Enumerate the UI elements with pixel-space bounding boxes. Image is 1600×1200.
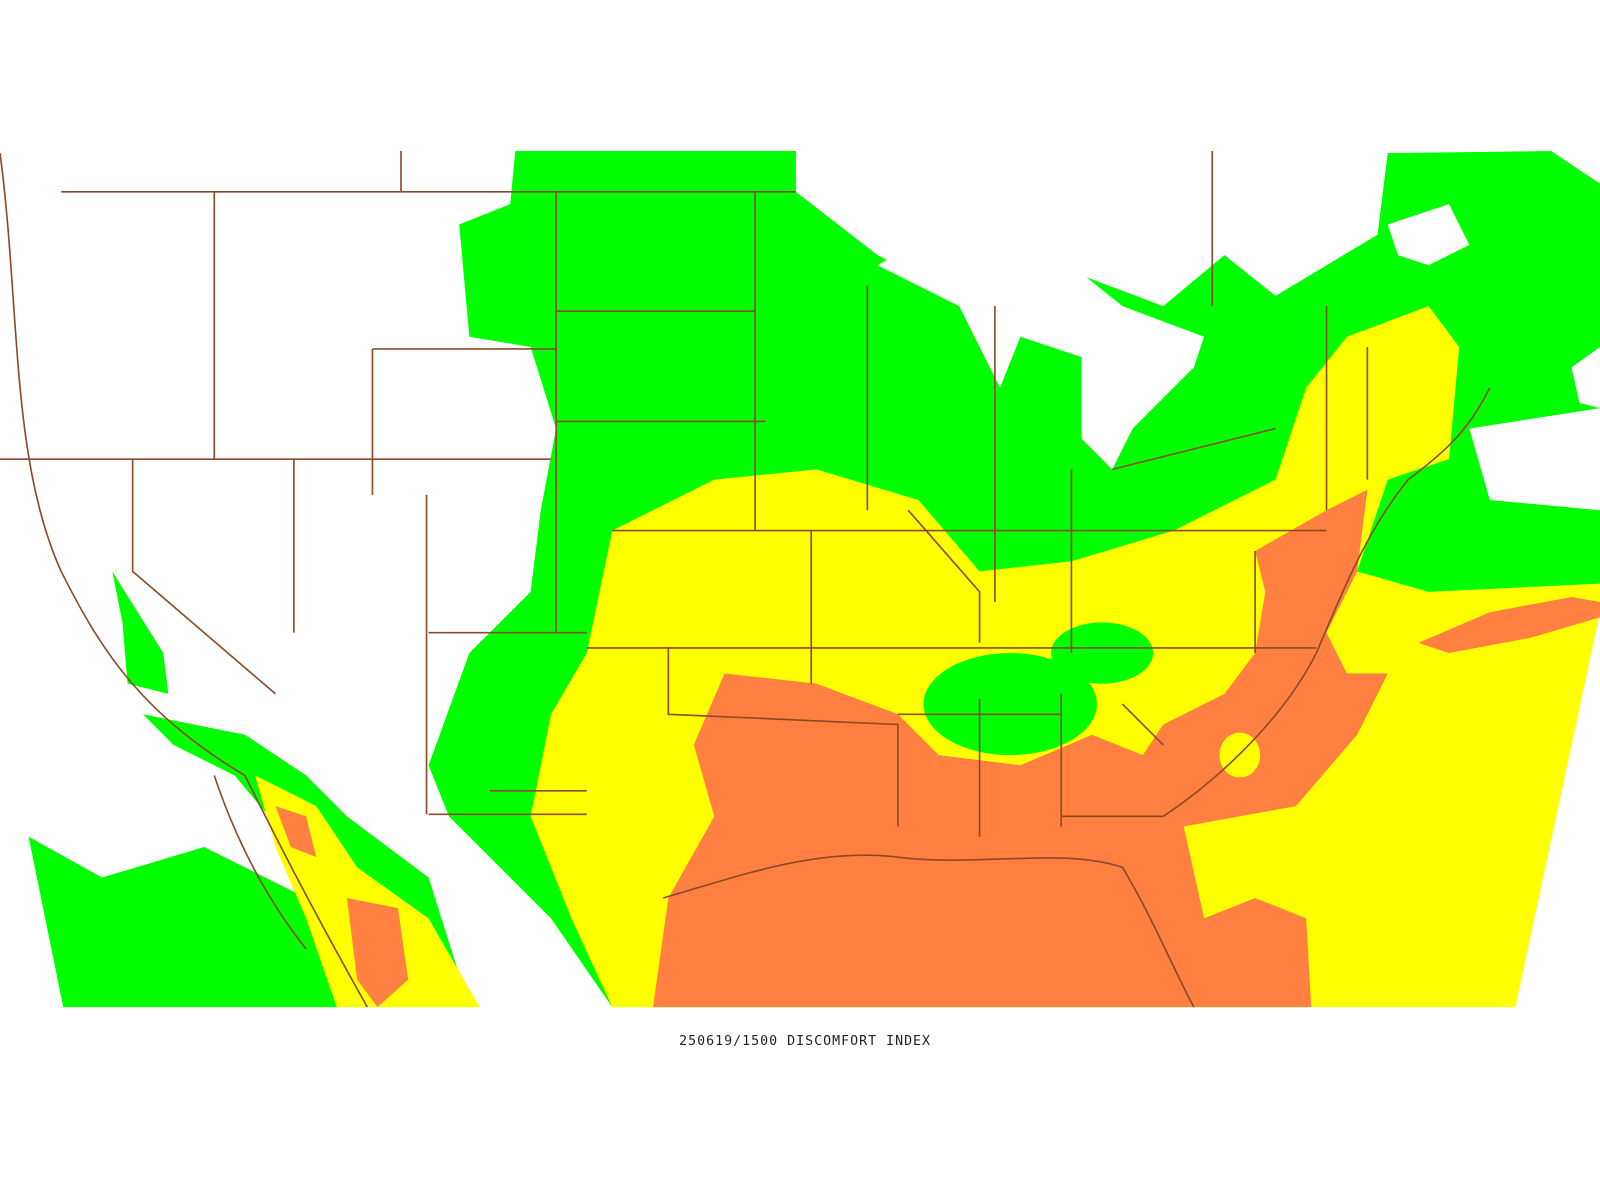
green-zone — [923, 653, 1097, 756]
white-area — [1387, 204, 1470, 266]
state-lines — [0, 151, 1491, 1008]
orange-zone — [1418, 596, 1600, 654]
green-zone — [112, 571, 169, 694]
green-zone — [1051, 622, 1154, 684]
white-area — [1469, 408, 1600, 511]
white-area — [1571, 346, 1600, 409]
white-area — [877, 204, 1205, 470]
border — [0, 151, 1369, 837]
green-zone — [28, 836, 368, 1008]
orange-zone — [275, 806, 317, 858]
coastline — [0, 152, 1491, 1008]
orange-zone — [346, 897, 409, 1008]
yellow-zone — [255, 775, 480, 1008]
orange-zone — [653, 489, 1388, 1008]
map-fields — [28, 151, 1600, 1008]
map-caption: 250619/1500 DISCOMFORT INDEX — [679, 1034, 931, 1049]
